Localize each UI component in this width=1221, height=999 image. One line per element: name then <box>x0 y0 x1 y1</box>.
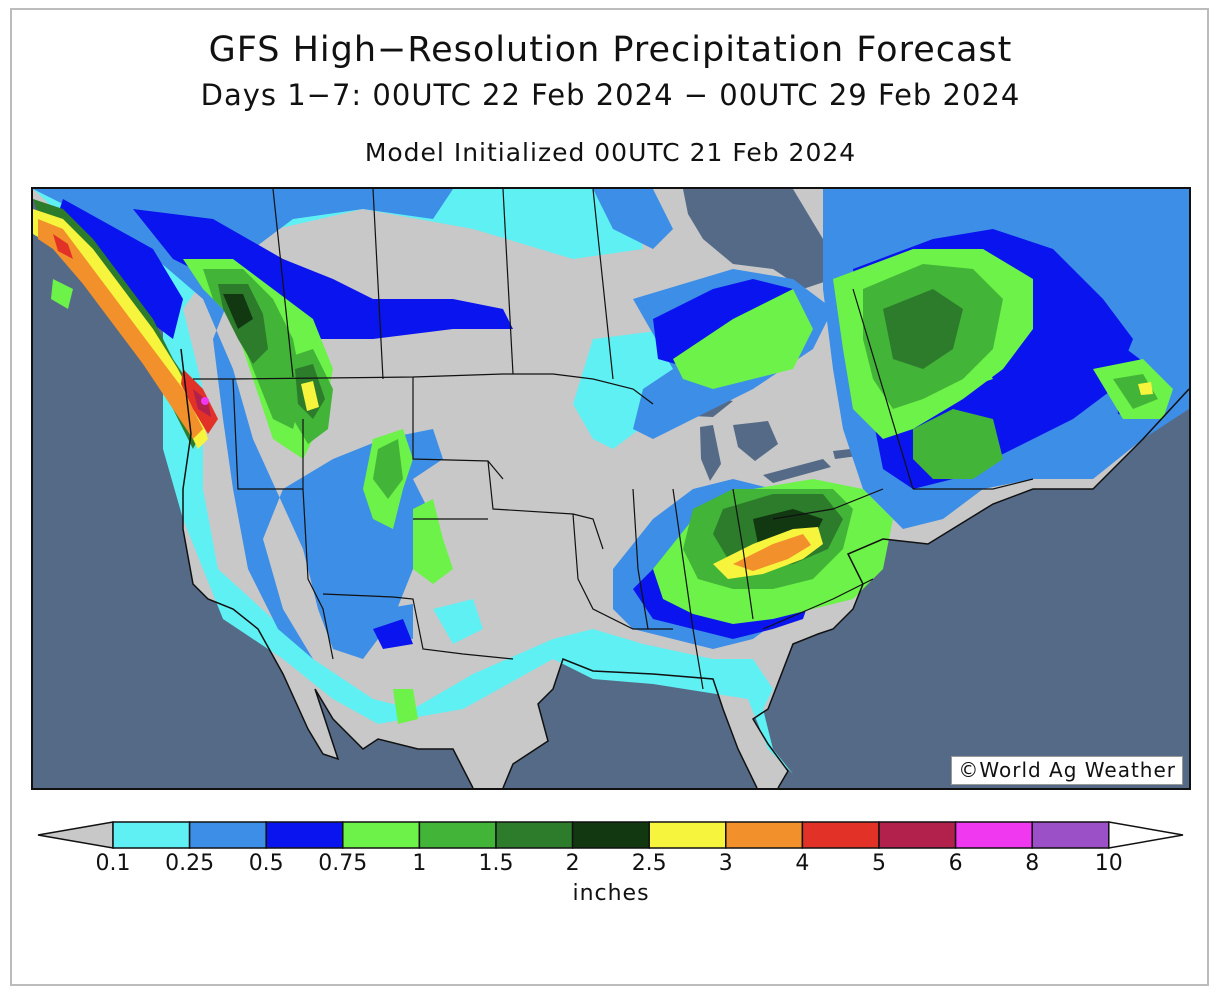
legend-tick-label: 2 <box>566 851 580 876</box>
precipitation-map: ©World Ag Weather <box>31 187 1191 790</box>
credit-text: ©World Ag Weather <box>958 758 1176 782</box>
map-title: GFS High−Resolution Precipitation Foreca… <box>208 30 1013 70</box>
model-init-label: Model Initialized 00UTC 21 Feb 2024 <box>364 138 857 167</box>
legend-swatch <box>112 821 191 849</box>
legend-swatch <box>342 821 421 849</box>
precip-6 <box>201 397 209 405</box>
legend-under-arrow <box>37 821 114 849</box>
legend-tick-label: 0.1 <box>96 851 131 876</box>
legend-tick-label: 0.5 <box>249 851 284 876</box>
legend-swatch <box>495 821 574 849</box>
legend-swatch <box>1031 821 1110 849</box>
legend-swatch <box>265 821 344 849</box>
precip-3 <box>38 219 811 571</box>
legend-bar <box>37 821 1184 849</box>
color-legend: 0.1 0.25 0.5 0.75 1 1.5 2 2.5 3 4 5 6 8 10 inches <box>37 821 1184 906</box>
copyright-credit: ©World Ag Weather <box>951 756 1183 785</box>
legend-swatch <box>725 821 804 849</box>
legend-swatch <box>954 821 1033 849</box>
legend-swatch <box>801 821 880 849</box>
legend-tick-label: 4 <box>795 851 809 876</box>
legend-tick-label: 8 <box>1025 851 1039 876</box>
legend-swatch <box>571 821 650 849</box>
legend-swatch <box>418 821 497 849</box>
legend-tick-label: 3 <box>719 851 733 876</box>
legend-tick-label: 0.75 <box>318 851 367 876</box>
forecast-period: Days 1−7: 00UTC 22 Feb 2024 − 00UTC 29 F… <box>200 78 1021 112</box>
political-boundaries <box>193 189 1034 690</box>
legend-tick-label: 0.25 <box>165 851 214 876</box>
legend-units-label: inches <box>572 881 649 906</box>
legend-tick-label: 6 <box>949 851 963 876</box>
legend-swatch <box>188 821 267 849</box>
map-canvas <box>33 189 1189 788</box>
legend-ticks: 0.1 0.25 0.5 0.75 1 1.5 2 2.5 3 4 5 6 8 10 <box>96 851 1123 876</box>
legend-tick-label: 5 <box>872 851 886 876</box>
legend-swatch <box>878 821 957 849</box>
legend-tick-label: 2.5 <box>632 851 667 876</box>
legend-over-arrow <box>1108 821 1184 849</box>
coastline <box>180 348 1189 788</box>
legend-tick-label: 1.5 <box>479 851 514 876</box>
legend-swatch <box>648 821 727 849</box>
legend-tick-label: 10 <box>1095 851 1123 876</box>
hudson-bay <box>683 189 833 289</box>
legend-tick-label: 1 <box>412 851 426 876</box>
